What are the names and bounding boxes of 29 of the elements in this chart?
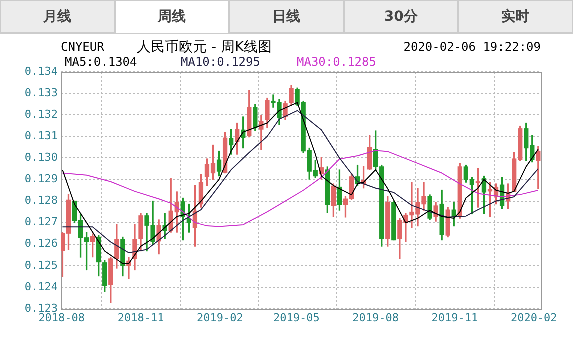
y-tick-label: 0.127 xyxy=(24,216,58,229)
y-tick-label: 0.126 xyxy=(24,237,58,250)
y-tick-label: 0.128 xyxy=(24,194,58,208)
text: 周线 xyxy=(114,0,230,33)
y-tick-label: 0.132 xyxy=(24,108,58,121)
text: 2020-02-06 19:22:09 xyxy=(404,40,541,54)
x-tick-label: 2020-02 xyxy=(510,311,558,324)
text: 月线 xyxy=(0,0,115,33)
x-tick-label: 2019-05 xyxy=(274,311,320,324)
x-tick-label: 2018-08 xyxy=(38,311,86,324)
y-tick-label: 0.131 xyxy=(24,129,58,142)
text: 30分 xyxy=(344,0,458,33)
chart-subtitle: CNYEUR xyxy=(61,40,106,54)
text: 日线 xyxy=(229,0,344,33)
x-tick-label: 2019-08 xyxy=(352,311,400,324)
y-tick-label: 0.130 xyxy=(24,151,58,164)
chart-title: 人民币欧元 - 周K线图 xyxy=(137,40,272,56)
x-tick-label: 2019-11 xyxy=(432,311,478,324)
x-tick-label: 2018-11 xyxy=(118,311,164,324)
text: MA10:0.1295 xyxy=(181,55,260,70)
x-tick-label: 2019-02 xyxy=(196,311,244,324)
text: MA5:0.1304 xyxy=(65,55,138,70)
y-tick-label: 0.129 xyxy=(24,172,58,186)
y-tick-label: 0.124 xyxy=(24,280,58,294)
y-tick-label: 0.125 xyxy=(24,258,58,272)
y-tick-label: 0.133 xyxy=(24,86,58,100)
text: 实时 xyxy=(458,0,573,33)
text: MA30:0.1285 xyxy=(297,55,376,70)
y-tick-label: 0.134 xyxy=(24,64,58,78)
